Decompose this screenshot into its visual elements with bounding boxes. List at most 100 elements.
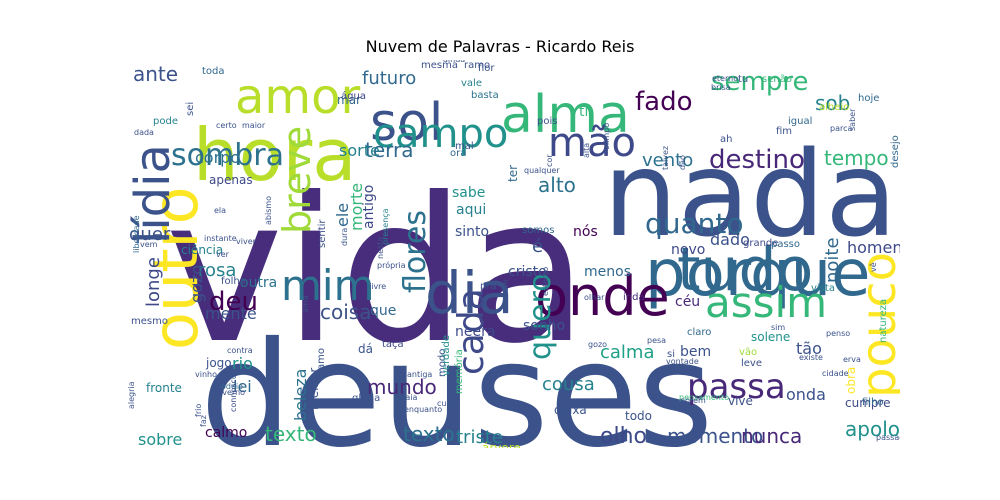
cloud-word: rosa (198, 260, 236, 281)
cloud-word: bem (680, 344, 711, 360)
cloud-word: vive (728, 394, 753, 408)
cloud-word: olhar (584, 293, 605, 302)
cloud-word: destino (709, 145, 805, 175)
cloud-word: ramo (464, 60, 490, 71)
cloud-word: amo (316, 348, 327, 370)
cloud-word: fronte (146, 381, 182, 395)
cloud-word: campo (373, 111, 508, 157)
cloud-word: somos (522, 225, 554, 236)
cloud-word: mesmo (131, 316, 168, 327)
cloud-word: sei (185, 102, 196, 116)
cloud-word: novo (671, 242, 705, 258)
cloud-word: morte (347, 183, 366, 231)
cloud-word: lídia (125, 144, 181, 244)
cloud-word: vale (461, 78, 482, 89)
cloud-word: coisa (320, 300, 371, 324)
cloud-word: taça (382, 339, 404, 350)
cloud-word: deixa (554, 403, 587, 417)
cloud-word: curso (437, 399, 459, 408)
cloud-word: homens (847, 238, 900, 257)
cloud-word: corpo (195, 148, 240, 167)
cloud-word: natureza (878, 299, 889, 343)
cloud-word: basta (471, 90, 499, 101)
cloud-word: flores (398, 210, 433, 293)
cloud-word: tempo (824, 146, 889, 170)
cloud-word: ante (133, 62, 178, 86)
cloud-word: neera (455, 324, 495, 340)
cloud-word: sombra (171, 138, 284, 173)
cloud-word: faz (199, 415, 208, 427)
cloud-word: vê (868, 262, 878, 272)
cloud-word: rio (232, 354, 253, 373)
cloud-word: sol (370, 93, 443, 153)
cloud-word: sorte (339, 141, 380, 160)
cloud-word: triste (456, 427, 503, 448)
cloud-word: terra (365, 138, 414, 162)
cloud-word: antigo (361, 185, 377, 229)
cloud-word: desejo (890, 135, 900, 168)
cloud-word: talvez (661, 146, 670, 170)
cloud-word: calmo (205, 425, 247, 441)
cloud-word: onde (535, 265, 670, 328)
cloud-word: senão (762, 74, 792, 85)
cloud-word: cristo (508, 264, 547, 280)
cloud-word: passa (687, 367, 786, 407)
cloud-word: céu (675, 294, 700, 310)
cloud-word: vinho (195, 370, 217, 379)
cloud-word: grande (743, 238, 778, 249)
cloud-word: olimpo (602, 123, 611, 150)
cloud-word: mesma (421, 60, 458, 71)
cloud-word: vem (140, 240, 158, 249)
cloud-word: ora (450, 148, 466, 159)
cloud-word: sonho (523, 318, 565, 334)
cloud-word: passado (876, 433, 900, 442)
cloud-word: sinto (455, 224, 489, 240)
cloud-word: pesa (647, 336, 666, 345)
cloud-word: dão (678, 155, 687, 170)
cloud-word: breve (275, 126, 319, 234)
cloud-word: lei (233, 377, 252, 396)
cloud-word: outra (240, 275, 277, 291)
cloud-word: todo (625, 409, 652, 423)
cloud-word: árvore (482, 441, 521, 448)
cloud-word: onda (786, 385, 826, 404)
cloud-word: cousa (542, 374, 595, 395)
cloud-word: própria (377, 260, 406, 270)
cloud-word: connosco (229, 374, 238, 412)
cloud-word: enquanto (404, 405, 442, 414)
cloud-word: mal (455, 141, 474, 152)
cloud-word: instante (204, 234, 237, 243)
cloud-word: qualquer (524, 166, 560, 175)
cloud-word: sentir (317, 219, 328, 248)
cloud-word: esforço (541, 267, 550, 296)
cloud-word: que (370, 303, 396, 319)
cloud-word: sabe (452, 185, 485, 201)
cloud-word: fado (635, 87, 693, 117)
cloud-word: modo (437, 349, 448, 377)
cloud-word: sempre (711, 67, 809, 97)
cloud-word: nesta (376, 237, 385, 259)
cloud-title: Nuvem de Palavras - Ricardo Reis (365, 37, 635, 56)
cloud-word: pois (537, 116, 557, 127)
cloud-word: claro (687, 327, 711, 338)
cloud-word: gozo (187, 265, 206, 303)
cloud-word: vontade (666, 357, 699, 366)
cloud-word: eterno (712, 74, 738, 83)
cloud-word: inverno (215, 388, 245, 397)
cloud-word: verdade (441, 335, 452, 376)
cloud-word: sobre (138, 430, 182, 448)
cloud-word: passo (771, 239, 800, 250)
cloud-word: porém (680, 395, 706, 405)
cloud-word: texto (403, 422, 455, 446)
cloud-word: vento (642, 150, 693, 171)
cloud-word: vista (811, 283, 835, 294)
cloud-word: quer (129, 224, 171, 245)
cloud-word: alheio (819, 102, 849, 113)
cloud-word: vida (165, 155, 588, 388)
cloud-word: ama (301, 295, 310, 313)
cloud-word: assim (705, 278, 827, 327)
cloud-word: si (667, 349, 675, 360)
cloud-word: vão (739, 347, 757, 358)
cloud-word: sim (771, 323, 785, 332)
cloud-word: olho (600, 424, 647, 448)
